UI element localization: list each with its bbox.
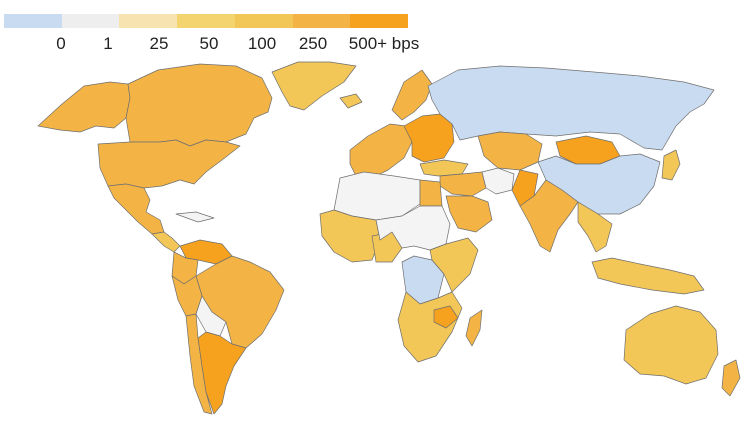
region-saudi-arabia[interactable] (445, 195, 493, 233)
region-scandinavia[interactable] (391, 69, 433, 121)
region-indonesia[interactable] (591, 257, 705, 295)
legend-swatch (61, 14, 120, 28)
legend-swatch (4, 14, 62, 28)
region-united-states[interactable] (97, 139, 241, 189)
region-central-america[interactable] (151, 231, 181, 253)
legend-label: 50 (199, 34, 219, 53)
region-middle-east[interactable] (439, 171, 487, 197)
legend-label: 250 (298, 34, 328, 53)
region-turkey[interactable] (419, 159, 469, 177)
region-iran[interactable] (481, 167, 515, 195)
region-egypt[interactable] (419, 179, 443, 207)
region-eastern-europe[interactable] (403, 113, 455, 163)
region-kazakhstan[interactable] (477, 131, 543, 171)
legend-label: 25 (149, 34, 169, 53)
legend-color-scale (4, 14, 409, 28)
region-zimbabwe[interactable] (433, 305, 459, 329)
legend-swatch (234, 14, 293, 28)
region-southeast-asia[interactable] (577, 201, 613, 253)
region-greenland[interactable] (271, 61, 357, 111)
region-mexico[interactable] (107, 183, 165, 235)
legend-swatch (119, 14, 178, 28)
region-new-zealand[interactable] (721, 359, 741, 397)
region-russia[interactable] (427, 65, 715, 151)
legend-swatch (292, 14, 351, 28)
region-india[interactable] (519, 179, 579, 253)
legend-label: 0 (56, 34, 66, 53)
region-pakistan[interactable] (511, 169, 539, 207)
legend-label: 100 (247, 34, 277, 53)
legend-swatch (350, 14, 409, 28)
region-madagascar[interactable] (465, 309, 483, 347)
region-cuba[interactable] (175, 211, 215, 223)
region-australia[interactable] (623, 305, 719, 385)
region-canada[interactable] (125, 63, 273, 147)
legend-swatch (177, 14, 235, 28)
legend-label: 500+ bps (348, 34, 420, 53)
region-japan[interactable] (661, 149, 681, 181)
region-southern-africa[interactable] (397, 291, 463, 363)
region-western-europe[interactable] (349, 123, 413, 179)
legend-label: 1 (103, 34, 113, 53)
legend-labels: 0 1 25 50 100 250 500+ bps (4, 28, 419, 54)
region-alaska[interactable] (37, 81, 131, 133)
region-iceland[interactable] (339, 93, 363, 109)
region-argentina[interactable] (197, 331, 247, 415)
map-legend: 0 1 25 50 100 250 500+ bps (4, 14, 419, 54)
